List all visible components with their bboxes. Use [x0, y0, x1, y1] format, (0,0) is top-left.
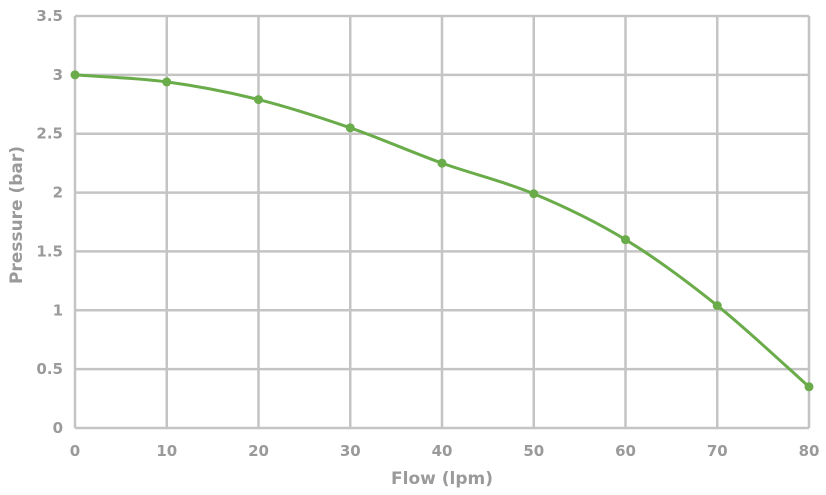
data-point	[254, 95, 263, 105]
x-tick-label: 20	[248, 442, 269, 460]
data-point	[712, 301, 722, 311]
data-point	[162, 77, 172, 87]
y-tick-label: 0.5	[36, 360, 63, 378]
x-tick-label: 60	[615, 442, 636, 460]
x-tick-label: 10	[156, 442, 177, 460]
x-tick-label: 80	[799, 442, 820, 460]
series-line	[73, 73, 811, 389]
x-tick-label: 50	[523, 442, 544, 460]
x-tick-label: 40	[432, 442, 453, 460]
y-tick-label: 3.5	[36, 7, 63, 25]
x-axis-title: Flow (lpm)	[391, 469, 493, 489]
x-axis-ticks: 0 10 20 30 40 50 60 70 80	[70, 442, 820, 460]
data-point	[437, 158, 447, 168]
x-tick-label: 70	[707, 442, 728, 460]
y-tick-label: 2	[53, 184, 63, 202]
y-tick-label: 2.5	[36, 125, 63, 143]
data-point	[70, 70, 80, 80]
x-tick-label: 30	[340, 442, 361, 460]
y-tick-label: 0	[53, 419, 63, 437]
series-layer	[70, 70, 814, 392]
data-point	[804, 382, 814, 392]
y-tick-label: 3	[53, 66, 63, 84]
grid-lines	[73, 14, 811, 430]
data-point	[345, 123, 355, 133]
y-tick-label: 1	[53, 301, 63, 319]
y-axis-ticks: 0 0.5 1 1.5 2 2.5 3 3.5	[36, 7, 63, 437]
data-point	[529, 189, 539, 199]
y-tick-label: 1.5	[36, 242, 63, 260]
x-tick-label: 0	[70, 442, 80, 460]
data-point	[621, 235, 630, 245]
y-axis-title: Pressure (bar)	[7, 146, 27, 284]
